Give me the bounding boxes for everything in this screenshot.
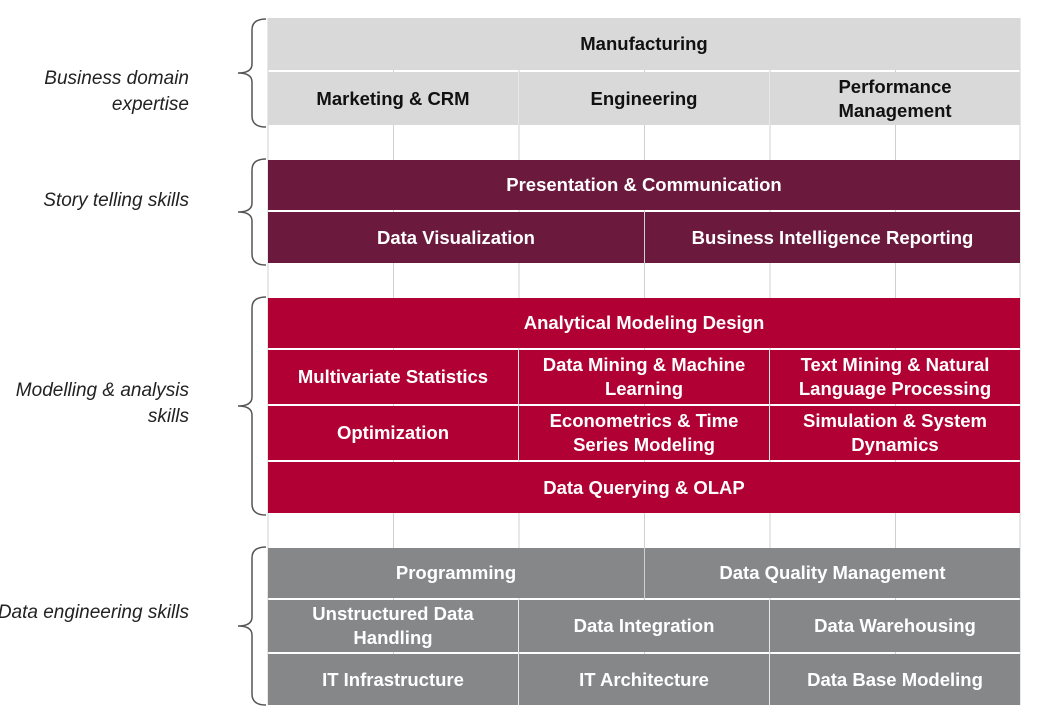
cell-data-warehousing: Data Warehousing [770,600,1020,652]
cell-text: Presentation & Communication [506,174,782,195]
cell-text: Data Integration [573,615,715,636]
cell-data-mining-ml: Data Mining & Machine Learning [519,350,769,404]
category-text-engineering: Data engineering skills [0,602,189,623]
cell-unstructured-data: Unstructured Data Handling [268,600,518,652]
cell-econometrics: Econometrics & Time Series Modeling [519,406,769,460]
cell-text: Manufacturing [580,33,708,54]
cell-data-quality-management: Data Quality Management [645,548,1020,598]
cell-database-modeling: Data Base Modeling [770,654,1020,705]
category-label-engineering: Data engineering skills [0,600,189,626]
category-label-modelling: Modelling & analysis skills [0,378,189,430]
cell-text: Econometrics & Time Series Modeling [549,410,739,455]
cell-text: Optimization [336,422,450,443]
category-text-modelling: Modelling & analysis skills [15,380,189,427]
cell-data-integration: Data Integration [519,600,769,652]
cell-text: Data Visualization [377,226,535,248]
cell-marketing-crm: Marketing & CRM [268,72,518,125]
cell-text: Data Quality Management [719,562,946,583]
cell-data-querying-olap: Data Querying & OLAP [268,462,1020,513]
cell-text: Unstructured Data Handling [312,603,474,648]
cell-performance-management: Performance Management [770,72,1020,125]
cell-text: IT Architecture [579,668,709,690]
brace-business [237,18,267,128]
cell-text: Data Mining & Machine Learning [542,354,746,399]
category-text-business: Business domain expertise [44,68,189,115]
cell-optimization: Optimization [268,406,518,460]
category-label-story: Story telling skills [0,188,189,214]
cell-text: Text Mining & Natural Language Processin… [798,354,992,399]
cell-programming: Programming [268,548,644,598]
cell-engineering: Engineering [519,72,769,125]
cell-text: Programming [395,562,517,583]
cell-text: Marketing & CRM [316,87,470,109]
cell-text: Data Warehousing [814,615,976,636]
cell-data-visualization: Data Visualization [268,212,644,263]
cell-text: Multivariate Statistics [297,366,489,387]
cell-text: Business Intelligence Reporting [691,226,974,248]
cell-it-architecture: IT Architecture [519,654,769,705]
cell-text: IT Infrastructure [322,668,464,690]
cell-text: Data Base Modeling [807,668,983,690]
cell-analytical-modeling-design: Analytical Modeling Design [268,298,1020,348]
cell-text: Data Querying & OLAP [543,476,745,498]
cell-manufacturing: Manufacturing [268,18,1020,70]
cell-text: Simulation & System Dynamics [802,410,987,455]
cell-bi-reporting: Business Intelligence Reporting [645,212,1020,263]
cell-text: Performance Management [838,75,952,121]
brace-modelling [237,296,267,516]
cell-simulation: Simulation & System Dynamics [770,406,1020,460]
brace-engineering [237,546,267,706]
cell-presentation-communication: Presentation & Communication [268,160,1020,210]
cell-multivariate-statistics: Multivariate Statistics [268,350,518,404]
cell-text: Analytical Modeling Design [523,312,765,333]
brace-story [237,158,267,266]
category-text-story: Story telling skills [43,190,189,211]
cell-it-infrastructure: IT Infrastructure [268,654,518,705]
category-label-business: Business domain expertise [0,66,189,118]
cell-text-mining-nlp: Text Mining & Natural Language Processin… [770,350,1020,404]
cell-text: Engineering [590,87,698,109]
